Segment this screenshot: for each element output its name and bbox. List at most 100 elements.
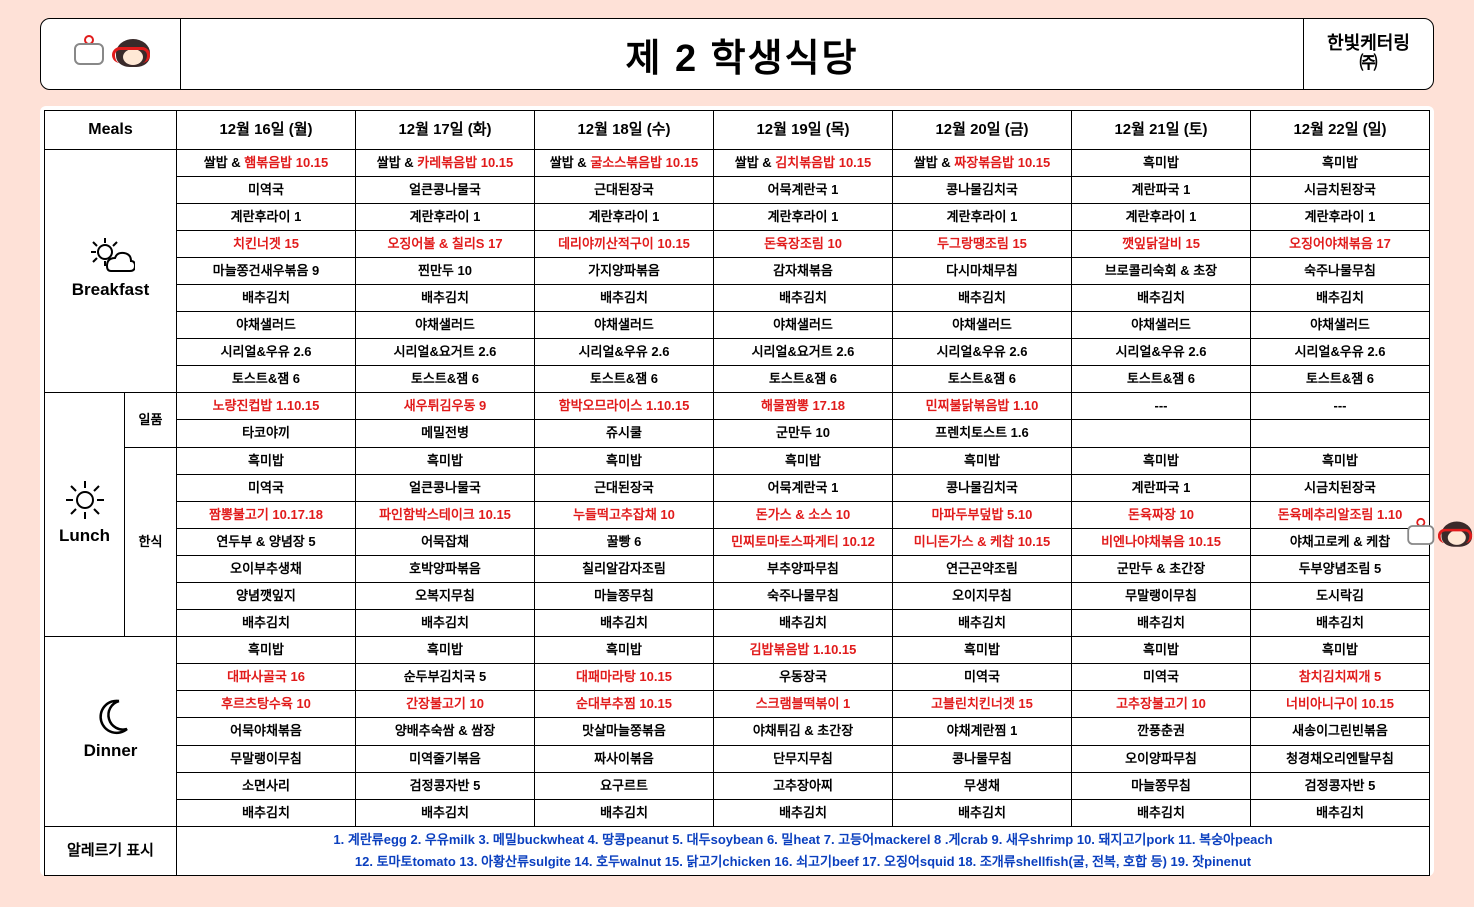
header-logo-box [41,19,181,89]
menu-cell: 오이부추생채 [177,555,356,582]
menu-cell: 무말랭이무침 [1072,583,1251,610]
menu-cell: 시리얼&요거트 2.6 [356,339,535,366]
menu-cell: 검정콩자반 5 [1251,772,1430,799]
breakfast-icon [47,236,174,276]
table-row: 후르츠탕수육 10간장불고기 10순대부추찜 10.15스크램블떡볶이 1고블린… [45,691,1430,718]
menu-cell: 짜사이볶음 [535,745,714,772]
menu-cell: 배추김치 [714,799,893,826]
menu-cell: 시리얼&우유 2.6 [1072,339,1251,366]
menu-cell: 야채샐러드 [714,312,893,339]
menu-cell: 돈가스 & 소스 10 [714,501,893,528]
menu-cell: 어묵야채볶음 [177,718,356,745]
menu-cell: 흑미밥 [893,637,1072,664]
menu-cell: 고추장아찌 [714,772,893,799]
menu-cell: 고블린치킨너겟 15 [893,691,1072,718]
menu-cell: 오징어볼 & 칠리S 17 [356,230,535,257]
menu-cell: 양배추숙쌈 & 쌈장 [356,718,535,745]
menu-cell: 배추김치 [1072,799,1251,826]
table-row: 무말랭이무침미역줄기볶음짜사이볶음단무지무침콩나물무침오이양파무침청경채오리엔탈… [45,745,1430,772]
menu-cell: 연근곤약조림 [893,555,1072,582]
table-row: 대파사골국 16순두부김치국 5대패마라탕 10.15우동장국미역국미역국참치김… [45,664,1430,691]
menu-cell: 시리얼&요거트 2.6 [714,339,893,366]
menu-cell: 후르츠탕수육 10 [177,691,356,718]
menu-cell: 치킨너겟 15 [177,230,356,257]
menu-cell: 찐만두 10 [356,257,535,284]
menu-cell: 미역줄기볶음 [356,745,535,772]
table-row: 토스트&잼 6토스트&잼 6토스트&잼 6토스트&잼 6토스트&잼 6토스트&잼… [45,366,1430,393]
robot-icon [70,35,108,73]
menu-cell: 시리얼&우유 2.6 [177,339,356,366]
menu-cell: 오이양파무침 [1072,745,1251,772]
table-row: 치킨너겟 15오징어볼 & 칠리S 17데리야끼산적구이 10.15돈육장조림 … [45,230,1430,257]
menu-cell: 순두부김치국 5 [356,664,535,691]
menu-cell: 쌀밥 & 카레볶음밥 10.15 [356,149,535,176]
menu-cell: 다시마채무침 [893,257,1072,284]
table-row: 계란후라이 1계란후라이 1계란후라이 1계란후라이 1계란후라이 1계란후라이… [45,203,1430,230]
menu-cell: 배추김치 [1251,610,1430,637]
menu-cell: 쌀밥 & 굴소스볶음밥 10.15 [535,149,714,176]
menu-cell: 시금치된장국 [1251,474,1430,501]
table-row: 오이부추생채호박양파볶음칠리알감자조림부추양파무침연근곤약조림군만두 & 초간장… [45,555,1430,582]
table-row: Dinner흑미밥흑미밥흑미밥김밥볶음밥 1.10.15흑미밥흑미밥흑미밥 [45,637,1430,664]
menu-cell: 배추김치 [356,610,535,637]
table-row: 양념깻잎지오복지무침마늘쫑무침숙주나물무침오이지무침무말랭이무침도시락김 [45,583,1430,610]
header-bar: 제 2 학생식당 한빛케터링 ㈜ [40,18,1434,90]
table-row: 한식흑미밥흑미밥흑미밥흑미밥흑미밥흑미밥흑미밥 [45,447,1430,474]
brand-suffix: ㈜ [1360,54,1378,74]
mascot-icon [114,35,152,73]
menu-cell: 오복지무침 [356,583,535,610]
menu-cell: 야채샐러드 [535,312,714,339]
menu-cell: 배추김치 [893,284,1072,311]
table-row: 시리얼&우유 2.6시리얼&요거트 2.6시리얼&우유 2.6시리얼&요거트 2… [45,339,1430,366]
menu-cell: 배추김치 [893,610,1072,637]
menu-cell: 계란후라이 1 [535,203,714,230]
menu-cell: 참치김치찌개 5 [1251,664,1430,691]
menu-cell: 쌀밥 & 김치볶음밥 10.15 [714,149,893,176]
menu-cell: 연두부 & 양념장 5 [177,528,356,555]
dinner-label: Dinner [45,637,177,827]
menu-cell: 민찌토마토스파게티 10.12 [714,528,893,555]
menu-cell: 쥬시쿨 [535,420,714,447]
menu-cell: 배추김치 [535,610,714,637]
lunch-hansik-label: 한식 [125,447,177,637]
menu-cell: 검정콩자반 5 [356,772,535,799]
menu-cell: 콩나물무침 [893,745,1072,772]
menu-cell: 깐풍춘권 [1072,718,1251,745]
menu-cell: 흑미밥 [356,447,535,474]
menu-cell: 두부양념조림 5 [1251,555,1430,582]
menu-cell: 쌀밥 & 햄볶음밥 10.15 [177,149,356,176]
menu-cell: 돈육짜장 10 [1072,501,1251,528]
menu-cell: 김밥볶음밥 1.10.15 [714,637,893,664]
table-row: 마늘쫑건새우볶음 9찐만두 10가지양파볶음감자채볶음다시마채무침브로콜리숙회 … [45,257,1430,284]
brand-name: 한빛케터링 [1327,34,1410,54]
menu-cell: 너비아니구이 10.15 [1251,691,1430,718]
menu-cell: 야채샐러드 [893,312,1072,339]
menu-cell: 계란후라이 1 [177,203,356,230]
menu-cell: 흑미밥 [1072,637,1251,664]
menu-cell: 콩나물김치국 [893,176,1072,203]
menu-cell: 데리야끼산적구이 10.15 [535,230,714,257]
menu-cell: 흑미밥 [1251,637,1430,664]
menu-cell: 배추김치 [177,610,356,637]
menu-table: Meals 12월 16일 (월) 12월 17일 (화) 12월 18일 (수… [44,110,1430,876]
menu-cell: 짬뽕불고기 10.17.18 [177,501,356,528]
menu-cell: 감자채볶음 [714,257,893,284]
menu-cell: 근대된장국 [535,474,714,501]
menu-cell: 청경채오리엔탈무침 [1251,745,1430,772]
brand-box: 한빛케터링 ㈜ [1303,19,1433,89]
menu-cell: 간장불고기 10 [356,691,535,718]
menu-cell: 시리얼&우유 2.6 [535,339,714,366]
menu-cell: 노량진컵밥 1.10.15 [177,393,356,420]
menu-cell: 토스트&잼 6 [177,366,356,393]
menu-cell: 미역국 [177,474,356,501]
menu-cell: 두그랑땡조림 15 [893,230,1072,257]
menu-cell: 새우튀김우동 9 [356,393,535,420]
menu-cell: 칠리알감자조림 [535,555,714,582]
menu-cell: 무말랭이무침 [177,745,356,772]
menu-cell: 시금치된장국 [1251,176,1430,203]
menu-cell: 계란후라이 1 [1072,203,1251,230]
menu-cell: 오이지무침 [893,583,1072,610]
menu-cell: 소면사리 [177,772,356,799]
menu-cell: 타코야끼 [177,420,356,447]
menu-cell: 마파두부덮밥 5.10 [893,501,1072,528]
